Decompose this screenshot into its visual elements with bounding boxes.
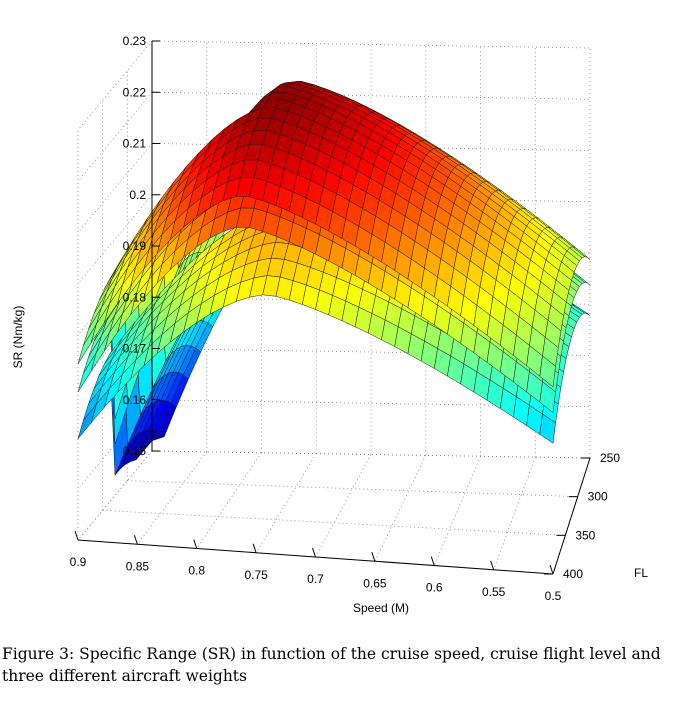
z-tick-label: 0.15 [123,444,147,458]
z-axis-label: SR (Nm/kg) [11,306,25,369]
y-tick-labels: 250 300 350 400 [563,451,620,581]
x-tick-label: 0.8 [188,564,205,578]
surface-cell [539,381,556,413]
z-tick-labels: 0.23 0.22 0.21 0.2 0.19 0.18 0.17 0.16 0.15 [123,34,147,458]
z-tick-label: 0.16 [123,393,147,407]
z-tick-label: 0.2 [129,188,146,202]
z-tick-label: 0.18 [123,290,147,304]
z-tick-label: 0.19 [123,239,147,253]
surface-meshes [77,81,591,476]
y-tick-label: 250 [600,451,620,465]
x-tick-label: 0.55 [482,585,506,599]
x-axis-label: Speed (M) [353,601,409,615]
z-tick-label: 0.17 [123,342,147,356]
x-tick-label: 0.5 [545,589,562,603]
x-tick-label: 0.7 [307,572,324,586]
axes-lines [74,40,591,575]
y-tick-label: 350 [575,528,595,542]
z-tick-label: 0.22 [123,85,147,99]
y-tick-label: 400 [563,567,583,581]
surface-cell [539,355,556,388]
figure-caption: Figure 3: Specific Range (SR) in functio… [2,645,661,685]
y-tick-label: 300 [588,490,608,504]
x-tick-label: 0.65 [363,576,387,590]
z-tick-label: 0.23 [123,34,147,48]
z-tick-label: 0.21 [123,137,147,151]
x-tick-label: 0.75 [244,568,268,582]
x-tick-label: 0.85 [126,559,150,573]
sr-surface-chart: 0.230.220.210.20.190.180.170.160.15 0.9 0… [11,34,648,615]
y-axis-label: FL [634,566,648,580]
x-tick-labels: 0.9 0.85 0.8 0.75 0.7 0.65 0.6 0.55 0.5 [70,555,562,603]
surface-cell [539,413,556,444]
x-tick-label: 0.6 [426,581,443,595]
x-tick-label: 0.9 [70,555,87,569]
